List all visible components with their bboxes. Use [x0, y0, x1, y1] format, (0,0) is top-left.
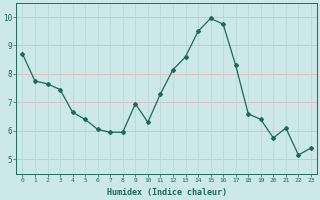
X-axis label: Humidex (Indice chaleur): Humidex (Indice chaleur)	[107, 188, 227, 197]
